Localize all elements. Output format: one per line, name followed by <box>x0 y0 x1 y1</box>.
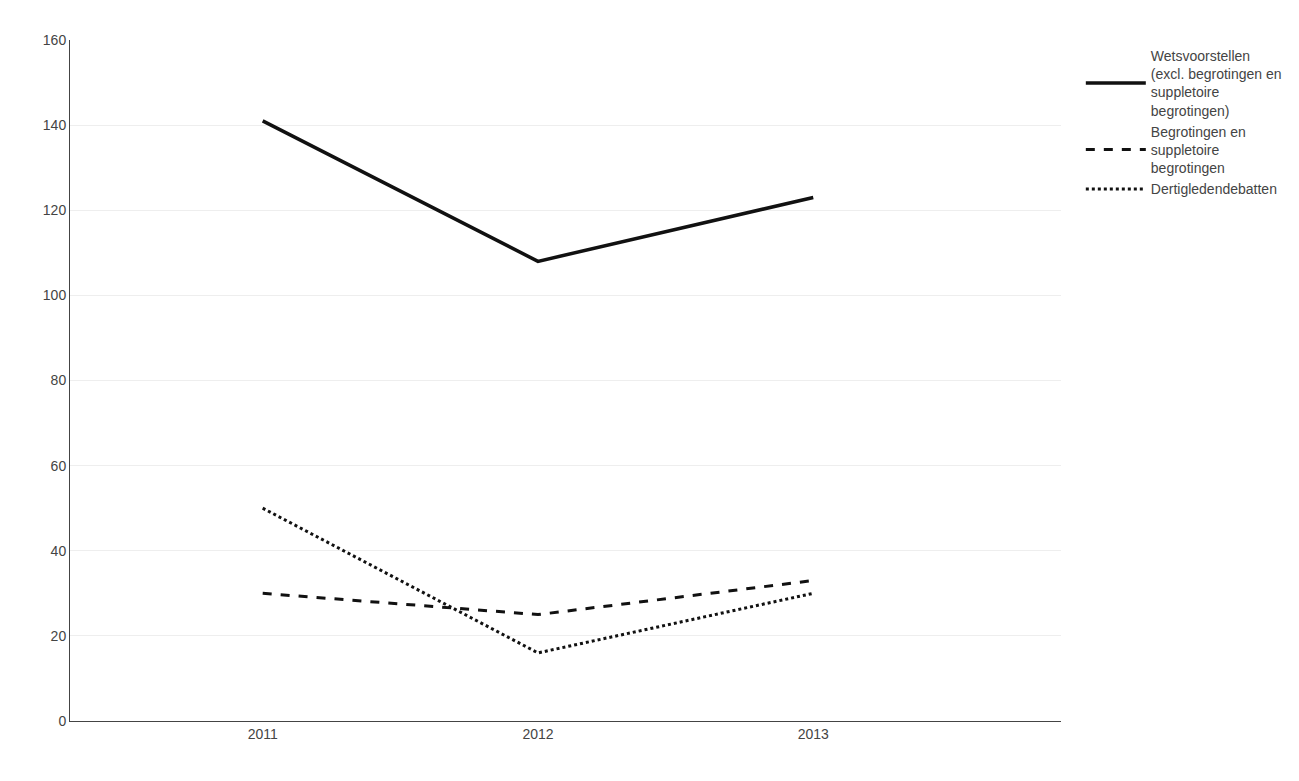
svg-text:120: 120 <box>43 202 67 218</box>
svg-text:40: 40 <box>51 543 67 559</box>
svg-text:2012: 2012 <box>522 726 553 742</box>
svg-text:20: 20 <box>51 628 67 644</box>
svg-text:160: 160 <box>43 32 67 48</box>
svg-text:80: 80 <box>51 372 67 388</box>
svg-text:60: 60 <box>51 458 67 474</box>
svg-text:Wetsvoorstellen(excl. begrotin: Wetsvoorstellen(excl. begrotingen ensupp… <box>1151 48 1282 119</box>
svg-text:2011: 2011 <box>248 726 278 742</box>
svg-text:Dertigledendebatten: Dertigledendebatten <box>1151 181 1277 197</box>
svg-text:100: 100 <box>43 287 67 303</box>
svg-text:Begrotingen ensuppletoirebegro: Begrotingen ensuppletoirebegrotingen <box>1151 124 1246 176</box>
svg-text:140: 140 <box>43 117 67 133</box>
svg-text:0: 0 <box>58 713 66 729</box>
svg-text:2013: 2013 <box>798 726 829 742</box>
